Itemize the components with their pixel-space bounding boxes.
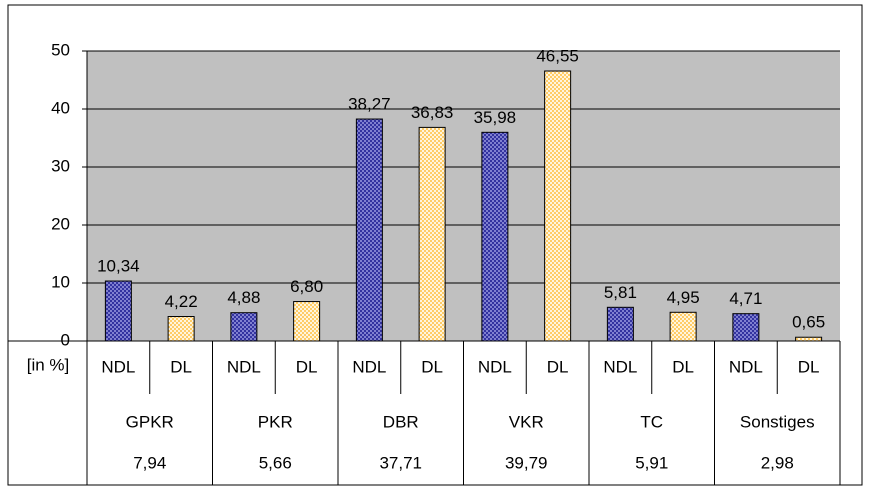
y-axis-label: [in %] [27,355,70,374]
value-label: 38,27 [348,95,391,114]
x-tick-label: NDL [352,357,386,376]
group-total: 5,66 [259,453,292,472]
bar [481,131,509,342]
group-label: GPKR [126,412,174,431]
bar [606,306,634,342]
y-tick-label: 50 [51,40,70,59]
group-total: 39,79 [505,453,548,472]
x-tick-label: DL [672,357,694,376]
group-label: DBR [383,412,419,431]
x-tick-label: DL [170,357,192,376]
value-label: 6,80 [290,277,323,296]
value-label: 0,65 [792,313,825,332]
group-total: 2,98 [761,453,794,472]
bar [230,312,258,342]
value-label: 35,98 [474,108,517,127]
bar [293,301,321,342]
x-tick-label: DL [421,357,443,376]
value-label: 4,22 [165,292,198,311]
y-tick-label: 40 [51,98,70,117]
group-total: 37,71 [379,453,422,472]
x-tick-label: DL [798,357,820,376]
value-label: 36,83 [411,103,454,122]
x-tick-label: NDL [478,357,512,376]
bar [544,70,572,342]
group-total: 5,91 [635,453,668,472]
value-label: 10,34 [97,257,140,276]
x-tick-label: DL [547,357,569,376]
value-label: 5,81 [604,283,637,302]
y-tick-label: 0 [61,330,70,349]
value-label: 4,88 [227,288,260,307]
bar [732,313,760,342]
x-tick-label: DL [296,357,318,376]
x-tick-label: NDL [101,357,135,376]
bar [669,311,697,342]
bar [418,126,446,342]
group-label: TC [640,412,663,431]
bar [104,280,132,342]
x-tick-label: NDL [603,357,637,376]
y-tick-label: 10 [51,272,70,291]
x-tick-label: NDL [729,357,763,376]
value-label: 4,95 [667,288,700,307]
group-label: PKR [258,412,293,431]
group-label: VKR [509,412,544,431]
bar [355,118,383,342]
value-label: 4,71 [729,289,762,308]
group-label: Sonstiges [740,412,815,431]
bar [167,316,195,342]
group-total: 7,94 [133,453,166,472]
bar [795,336,823,342]
y-tick-label: 20 [51,214,70,233]
value-label: 46,55 [536,46,579,65]
x-tick-label: NDL [227,357,261,376]
y-tick-label: 30 [51,156,70,175]
plot-area [87,51,840,341]
